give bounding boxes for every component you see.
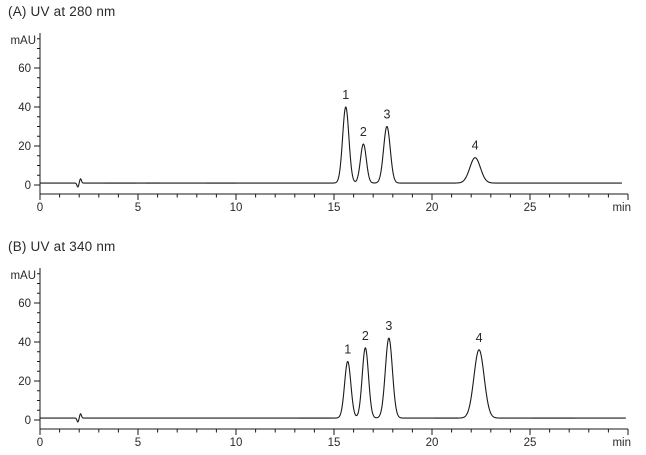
x-tick-label: 5 xyxy=(135,437,141,449)
peak-label-1: 1 xyxy=(342,88,349,102)
y-tick-label: 20 xyxy=(18,376,31,388)
peak-label-1: 1 xyxy=(344,343,351,357)
axes xyxy=(34,33,629,200)
peak-label-2: 2 xyxy=(362,329,369,343)
peak-label-4: 4 xyxy=(476,331,483,345)
peak-label-4: 4 xyxy=(472,139,479,153)
y-axis-unit-label: mAU xyxy=(10,35,36,47)
x-tick-label: 0 xyxy=(37,437,43,449)
y-tick-label: 60 xyxy=(18,298,31,310)
panel-b-chromatogram-plot: 0 5 10 15 20 25 min 0 20 40 60 mAU 12 3 4 xyxy=(10,268,631,449)
x-tick-label: 20 xyxy=(426,202,439,214)
peak-label-2: 2 xyxy=(360,125,367,139)
x-tick-label: 25 xyxy=(524,437,537,449)
peak-label-3: 3 xyxy=(383,108,390,122)
x-tick-label: 25 xyxy=(524,202,537,214)
panel-a-title: (A) UV at 280 nm xyxy=(8,4,116,19)
x-tick-label: 10 xyxy=(230,202,243,214)
y-tick-label: 60 xyxy=(18,63,31,75)
y-tick-label: 0 xyxy=(25,180,31,192)
y-tick-label: 0 xyxy=(25,415,31,427)
axes xyxy=(34,268,629,435)
panel-b-title: (B) UV at 340 nm xyxy=(8,239,116,254)
y-tick-label: 20 xyxy=(18,141,31,153)
x-tick-label: 20 xyxy=(426,437,439,449)
x-tick-label: 0 xyxy=(37,202,43,214)
y-tick-label: 40 xyxy=(18,337,31,349)
x-tick-label: 15 xyxy=(328,202,341,214)
chromatogram-trace xyxy=(39,337,627,423)
x-axis-unit-label: min xyxy=(612,437,631,449)
x-tick-label: 5 xyxy=(135,202,141,214)
x-axis-unit-label: min xyxy=(612,202,631,214)
peak-label-3: 3 xyxy=(385,319,392,333)
y-axis-unit-label: mAU xyxy=(10,270,36,282)
x-tick-label: 15 xyxy=(328,437,341,449)
chromatogram-trace xyxy=(39,106,623,188)
y-tick-label: 40 xyxy=(18,102,31,114)
panel-a-chromatogram-plot: 0 5 10 15 20 25 min 0 20 40 60 mAU 1 2 3 4 xyxy=(10,33,631,214)
x-tick-label: 10 xyxy=(230,437,243,449)
